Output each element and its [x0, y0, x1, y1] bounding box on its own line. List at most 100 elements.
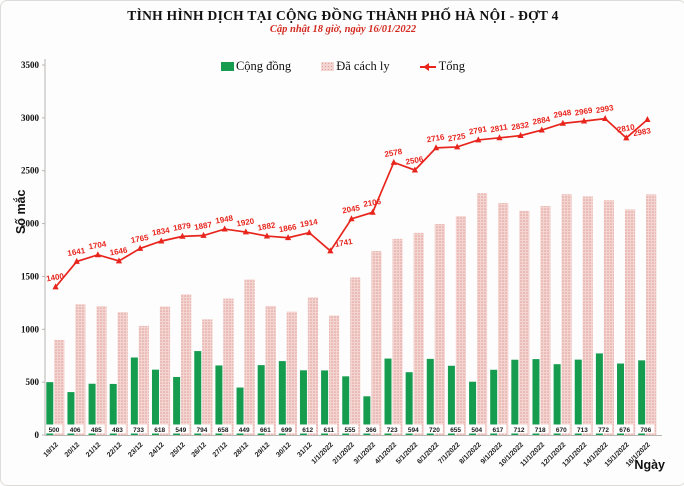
svg-text:1741: 1741	[334, 237, 354, 249]
svg-text:1/1/2022: 1/1/2022	[311, 441, 335, 465]
svg-text:1704: 1704	[88, 239, 108, 251]
svg-text:676: 676	[619, 427, 630, 434]
svg-text:2045: 2045	[342, 203, 362, 215]
svg-text:1646: 1646	[109, 245, 129, 257]
svg-text:29/12: 29/12	[254, 441, 271, 458]
svg-text:2000: 2000	[21, 219, 40, 229]
svg-text:617: 617	[492, 427, 503, 434]
svg-text:3000: 3000	[21, 113, 40, 123]
svg-text:2106: 2106	[363, 197, 383, 209]
svg-text:23/12: 23/12	[127, 441, 144, 458]
svg-text:555: 555	[345, 427, 356, 434]
svg-text:1866: 1866	[278, 222, 298, 234]
svg-text:1914: 1914	[299, 217, 319, 229]
svg-text:26/12: 26/12	[191, 441, 208, 458]
da-cach-ly-swatch-icon	[321, 62, 335, 71]
svg-text:772: 772	[598, 427, 609, 434]
svg-text:8/1/2022: 8/1/2022	[459, 441, 483, 465]
svg-text:3500: 3500	[21, 60, 40, 70]
svg-text:2810: 2810	[616, 122, 636, 134]
svg-text:1887: 1887	[194, 220, 214, 232]
cong-dong-swatch-icon	[220, 62, 234, 71]
svg-text:2725: 2725	[447, 131, 467, 143]
svg-text:2506: 2506	[405, 155, 425, 167]
svg-text:655: 655	[450, 427, 461, 434]
svg-text:20/12: 20/12	[64, 441, 81, 458]
svg-text:1882: 1882	[257, 221, 277, 233]
svg-text:28/12: 28/12	[233, 441, 250, 458]
svg-text:713: 713	[577, 427, 588, 434]
legend-label-tong: Tổng	[438, 59, 466, 73]
svg-text:4/1/2022: 4/1/2022	[374, 441, 398, 465]
svg-text:0: 0	[35, 430, 40, 440]
svg-text:31/12: 31/12	[296, 441, 313, 458]
svg-text:2969: 2969	[574, 106, 594, 118]
svg-text:6/1/2022: 6/1/2022	[416, 441, 440, 465]
legend-item-da-cach-ly: Đã cách ly	[321, 59, 390, 74]
svg-text:19/12: 19/12	[43, 441, 60, 458]
svg-text:618: 618	[154, 427, 165, 434]
svg-text:706: 706	[640, 427, 651, 434]
svg-text:449: 449	[239, 427, 250, 434]
svg-text:2791: 2791	[468, 124, 488, 136]
svg-text:661: 661	[260, 427, 271, 434]
svg-text:500: 500	[26, 377, 40, 387]
svg-text:720: 720	[429, 427, 440, 434]
svg-text:1879: 1879	[172, 221, 192, 233]
svg-text:366: 366	[366, 427, 377, 434]
svg-text:733: 733	[133, 427, 144, 434]
svg-text:2716: 2716	[426, 132, 446, 144]
x-axis-label: Ngày	[634, 458, 665, 472]
svg-text:1000: 1000	[21, 324, 40, 334]
svg-text:611: 611	[324, 427, 335, 434]
svg-text:2/1/2022: 2/1/2022	[332, 441, 356, 465]
svg-text:24/12: 24/12	[148, 441, 165, 458]
legend: Cộng đồng Đã cách ly Tổng	[1, 59, 684, 74]
svg-text:2832: 2832	[511, 120, 531, 132]
svg-text:712: 712	[514, 427, 525, 434]
svg-text:7/1/2022: 7/1/2022	[437, 441, 461, 465]
svg-text:30/12: 30/12	[275, 441, 292, 458]
legend-label-da-cach-ly: Đã cách ly	[336, 59, 390, 73]
svg-text:1400: 1400	[46, 271, 66, 283]
svg-text:5/1/2022: 5/1/2022	[395, 441, 419, 465]
svg-text:2983: 2983	[632, 126, 652, 138]
svg-text:2948: 2948	[553, 108, 573, 120]
svg-text:2884: 2884	[532, 115, 552, 127]
chart-subtitle: Cập nhật 18 giờ, ngày 16/01/2022	[269, 24, 417, 35]
svg-text:504: 504	[471, 427, 482, 434]
svg-text:1920: 1920	[236, 216, 256, 228]
svg-text:406: 406	[70, 427, 81, 434]
svg-text:723: 723	[387, 427, 398, 434]
svg-text:699: 699	[281, 427, 292, 434]
svg-text:25/12: 25/12	[169, 441, 186, 458]
legend-label-cong-dong: Cộng đồng	[235, 59, 292, 73]
svg-text:1834: 1834	[151, 226, 171, 238]
svg-text:1500: 1500	[21, 271, 40, 281]
svg-text:3/1/2022: 3/1/2022	[353, 441, 377, 465]
legend-item-tong: Tổng	[419, 59, 466, 74]
svg-text:718: 718	[535, 427, 546, 434]
svg-text:21/12: 21/12	[85, 441, 102, 458]
svg-text:1641: 1641	[67, 246, 87, 258]
svg-text:2500: 2500	[21, 166, 40, 176]
svg-text:1765: 1765	[130, 233, 150, 245]
svg-text:549: 549	[175, 427, 186, 434]
svg-text:670: 670	[556, 427, 567, 434]
svg-text:485: 485	[91, 427, 102, 434]
chart-title: TÌNH HÌNH DỊCH TẠI CỘNG ĐỒNG THÀNH PHỐ H…	[127, 8, 559, 23]
svg-text:2578: 2578	[384, 147, 404, 159]
svg-text:794: 794	[197, 427, 208, 434]
svg-text:500: 500	[49, 427, 60, 434]
svg-text:658: 658	[218, 427, 229, 434]
svg-text:483: 483	[112, 427, 123, 434]
svg-text:2993: 2993	[595, 103, 615, 115]
legend-item-cong-dong: Cộng đồng	[220, 59, 292, 74]
svg-text:594: 594	[408, 427, 419, 434]
svg-text:22/12: 22/12	[106, 441, 123, 458]
svg-text:2811: 2811	[490, 122, 509, 134]
svg-text:27/12: 27/12	[212, 441, 229, 458]
svg-text:1948: 1948	[215, 214, 235, 226]
